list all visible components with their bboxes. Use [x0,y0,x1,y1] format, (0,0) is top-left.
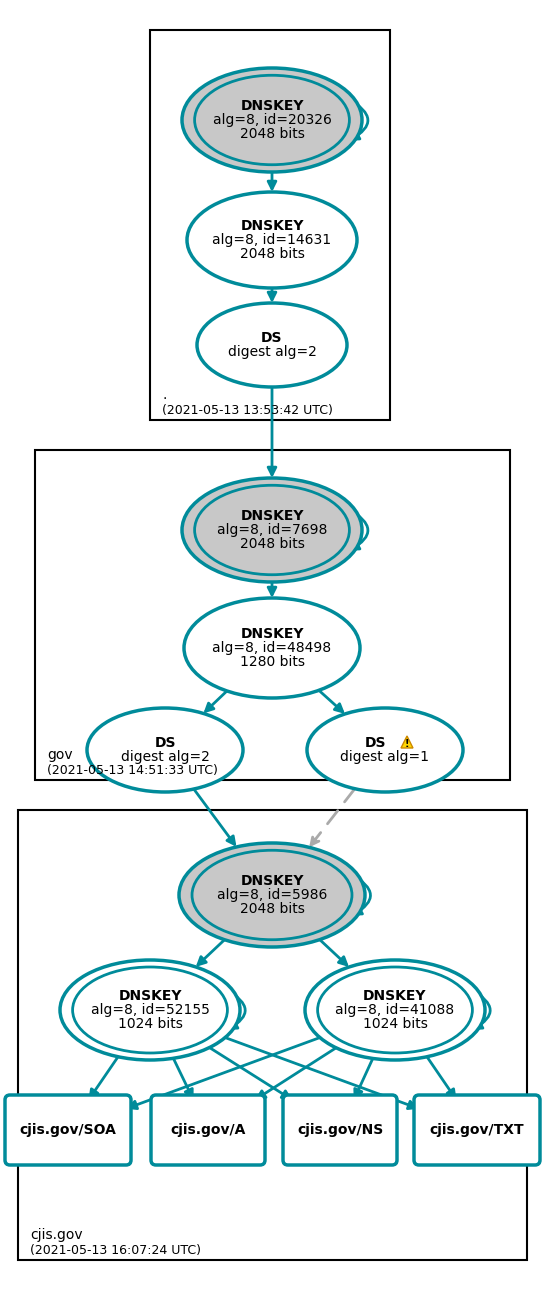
Text: cjis.gov/A: cjis.gov/A [170,1124,246,1137]
Text: 2048 bits: 2048 bits [240,536,305,551]
Text: 1024 bits: 1024 bits [118,1017,183,1031]
Text: DNSKEY: DNSKEY [240,627,304,640]
Text: DNSKEY: DNSKEY [118,989,181,1003]
Polygon shape [401,737,413,748]
Text: alg=8, id=7698: alg=8, id=7698 [217,523,327,536]
Text: DNSKEY: DNSKEY [240,99,304,113]
Text: 2048 bits: 2048 bits [240,247,305,261]
Ellipse shape [305,960,485,1060]
Text: alg=8, id=52155: alg=8, id=52155 [90,1003,209,1017]
Text: digest alg=2: digest alg=2 [228,346,317,359]
Text: DS: DS [261,331,283,346]
FancyBboxPatch shape [5,1095,131,1165]
Text: gov: gov [47,748,72,763]
FancyBboxPatch shape [283,1095,397,1165]
Text: DS: DS [364,737,386,750]
Text: alg=8, id=48498: alg=8, id=48498 [213,640,331,655]
Ellipse shape [179,843,365,947]
Text: cjis.gov/TXT: cjis.gov/TXT [429,1124,524,1137]
Text: 2048 bits: 2048 bits [240,902,305,916]
Text: .: . [162,388,166,401]
Text: digest alg=1: digest alg=1 [341,750,429,764]
Text: DNSKEY: DNSKEY [240,874,304,889]
Text: alg=8, id=14631: alg=8, id=14631 [213,233,331,247]
Text: DNSKEY: DNSKEY [240,220,304,233]
Text: (2021-05-13 14:51:33 UTC): (2021-05-13 14:51:33 UTC) [47,764,218,777]
Text: (2021-05-13 13:53:42 UTC): (2021-05-13 13:53:42 UTC) [162,404,333,417]
Bar [18,811,527,1260]
Text: cjis.gov/NS: cjis.gov/NS [297,1124,383,1137]
Text: digest alg=2: digest alg=2 [120,750,209,764]
Ellipse shape [307,708,463,792]
Text: DNSKEY: DNSKEY [240,509,304,523]
Text: DS: DS [154,737,175,750]
Ellipse shape [184,598,360,698]
Text: DNSKEY: DNSKEY [364,989,427,1003]
Text: 1280 bits: 1280 bits [239,655,305,669]
Text: !: ! [405,739,409,750]
Text: alg=8, id=41088: alg=8, id=41088 [335,1003,455,1017]
Ellipse shape [182,68,362,171]
Text: 1024 bits: 1024 bits [362,1017,427,1031]
Bar [150,30,390,420]
Ellipse shape [187,192,357,288]
Text: alg=8, id=5986: alg=8, id=5986 [217,889,327,902]
Ellipse shape [197,303,347,387]
Ellipse shape [87,708,243,792]
FancyBboxPatch shape [414,1095,540,1165]
Text: (2021-05-13 16:07:24 UTC): (2021-05-13 16:07:24 UTC) [30,1244,201,1257]
Ellipse shape [182,478,362,582]
Text: 2048 bits: 2048 bits [240,127,305,142]
Text: cjis.gov: cjis.gov [30,1228,83,1242]
FancyBboxPatch shape [151,1095,265,1165]
Text: cjis.gov/SOA: cjis.gov/SOA [20,1124,117,1137]
Ellipse shape [60,960,240,1060]
Bar [35,449,510,779]
Text: alg=8, id=20326: alg=8, id=20326 [213,113,331,127]
